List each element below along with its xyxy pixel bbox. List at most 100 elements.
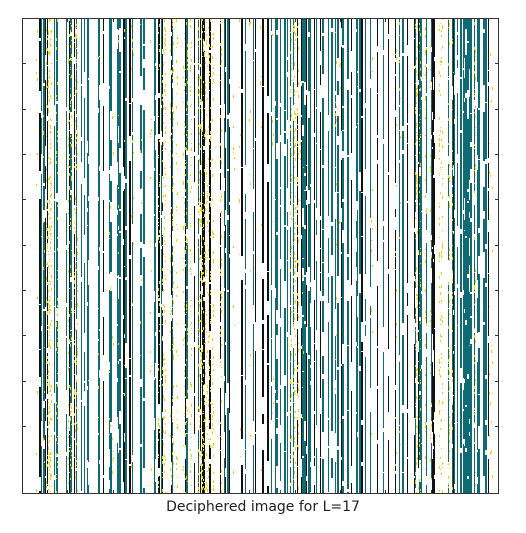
- pixel-speckle: [50, 127, 51, 129]
- pixel-column-segment: [84, 406, 85, 493]
- pixel-column-segment: [342, 158, 344, 199]
- pixel-speckle: [172, 396, 173, 397]
- pixel-speckle: [170, 103, 171, 105]
- pixel-speckle: [209, 71, 210, 73]
- pixel-speckle: [415, 418, 416, 419]
- pixel-speckle: [439, 301, 440, 303]
- pixel-column-segment: [306, 285, 307, 327]
- pixel-speckle: [162, 324, 163, 325]
- pixel-speckle: [71, 455, 72, 456]
- pixel-speckle: [118, 343, 119, 345]
- pixel-column-segment: [485, 249, 487, 283]
- pixel-column-segment: [172, 88, 173, 110]
- pixel-column-segment: [383, 242, 384, 252]
- pixel-column-segment: [320, 19, 321, 51]
- pixel-speckle: [416, 373, 417, 376]
- pixel-speckle: [475, 472, 476, 473]
- pixel-speckle: [210, 277, 211, 280]
- pixel-speckle: [200, 472, 201, 474]
- pixel-speckle: [441, 421, 442, 422]
- pixel-column-segment: [322, 36, 324, 74]
- pixel-speckle: [51, 418, 52, 421]
- pixel-column-segment: [125, 183, 127, 226]
- pixel-speckle: [57, 342, 58, 345]
- pixel-column-segment: [431, 443, 432, 478]
- pixel-speckle: [49, 473, 50, 474]
- pixel-speckle: [416, 396, 417, 399]
- pixel-column-segment: [39, 199, 41, 240]
- pixel-speckle: [399, 361, 400, 362]
- pixel-speckle: [46, 179, 47, 181]
- pixel-speckle: [207, 485, 208, 486]
- pixel-speckle: [57, 417, 58, 419]
- pixel-speckle: [298, 380, 299, 383]
- pixel-speckle: [419, 439, 420, 442]
- pixel-speckle: [295, 143, 296, 146]
- pixel-column-segment: [186, 358, 188, 399]
- pixel-speckle: [199, 214, 200, 215]
- pixel-speckle: [452, 487, 453, 490]
- pixel-speckle: [212, 132, 213, 133]
- pixel-speckle: [203, 209, 204, 212]
- pixel-speckle: [439, 218, 440, 220]
- pixel-column-segment: [280, 389, 281, 425]
- pixel-column-segment: [342, 131, 344, 151]
- pixel-column-segment: [98, 113, 99, 197]
- pixel-speckle: [158, 423, 159, 426]
- pixel-speckle: [187, 64, 188, 66]
- pixel-speckle: [68, 209, 69, 210]
- pixel-speckle: [209, 36, 210, 38]
- pixel-speckle: [172, 127, 173, 129]
- pixel-speckle: [213, 220, 214, 222]
- pixel-column-segment: [361, 425, 363, 462]
- pixel-column-segment: [448, 19, 449, 78]
- pixel-column-segment: [306, 353, 307, 446]
- pixel-column-segment: [185, 331, 186, 364]
- pixel-speckle: [202, 436, 203, 439]
- pixel-speckle: [158, 32, 159, 34]
- pixel-speckle: [210, 293, 211, 295]
- pixel-column-segment: [99, 251, 100, 329]
- pixel-speckle: [213, 79, 214, 82]
- pixel-column-segment: [154, 19, 155, 116]
- pixel-column-segment: [478, 449, 480, 493]
- pixel-column-segment: [87, 212, 88, 225]
- pixel-column-segment: [171, 485, 172, 493]
- pixel-speckle: [416, 88, 417, 90]
- pixel-speckle: [298, 437, 299, 438]
- pixel-speckle: [439, 361, 440, 364]
- pixel-speckle: [416, 340, 417, 343]
- pixel-speckle: [220, 201, 221, 202]
- pixel-speckle: [202, 31, 203, 33]
- pixel-column-segment: [448, 381, 449, 462]
- pixel-speckle: [74, 37, 75, 39]
- pixel-column-segment: [395, 230, 396, 323]
- pixel-speckle: [46, 277, 47, 279]
- pixel-speckle: [302, 275, 303, 278]
- pixel-column-segment: [162, 235, 163, 291]
- pixel-column-segment: [432, 149, 433, 231]
- pixel-column-segment: [483, 187, 485, 211]
- pixel-speckle: [212, 338, 213, 341]
- pixel-column-segment: [460, 79, 462, 130]
- pixel-speckle: [51, 435, 52, 437]
- pixel-column-segment: [225, 19, 226, 67]
- pixel-column-segment: [290, 148, 291, 205]
- pixel-column-segment: [229, 19, 230, 79]
- pixel-speckle: [417, 457, 418, 460]
- pixel-speckle: [177, 229, 178, 230]
- pixel-column-segment: [402, 154, 404, 227]
- pixel-speckle: [36, 72, 37, 74]
- pixel-speckle: [415, 349, 416, 350]
- pixel-column-segment: [161, 307, 162, 378]
- pixel-speckle: [213, 33, 214, 36]
- pixel-column-segment: [426, 485, 427, 493]
- pixel-speckle: [291, 339, 292, 342]
- pixel-speckle: [204, 443, 205, 445]
- pixel-speckle: [294, 403, 295, 404]
- pixel-speckle: [50, 52, 51, 53]
- pixel-column-segment: [255, 434, 256, 460]
- pixel-column-segment: [255, 19, 256, 49]
- pixel-speckle: [164, 471, 165, 473]
- pixel-speckle: [163, 142, 164, 145]
